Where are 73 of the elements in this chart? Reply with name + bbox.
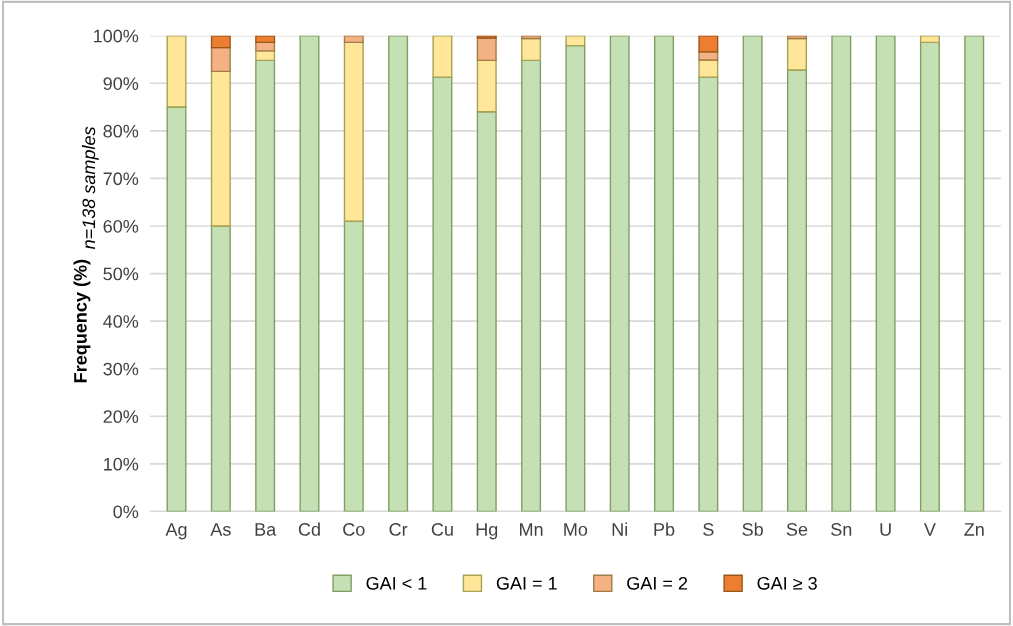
bar bbox=[698, 76, 719, 512]
x-tick-label: Hg bbox=[476, 523, 498, 540]
bar bbox=[476, 59, 497, 113]
x-tick-label: S bbox=[703, 523, 714, 536]
x-tick-label: Ag bbox=[165, 523, 187, 540]
bar bbox=[343, 220, 364, 512]
bar bbox=[875, 35, 896, 512]
y-tick-label: 40% bbox=[103, 315, 139, 328]
x-tick-label: Co bbox=[343, 523, 365, 536]
y-tick-label: 90% bbox=[103, 77, 139, 90]
bar bbox=[255, 35, 276, 44]
y-tick-label: 100% bbox=[94, 29, 139, 43]
y-tick-label: 50% bbox=[103, 267, 139, 281]
x-tick-label: As bbox=[210, 523, 231, 536]
legend-label: GAI < 1 bbox=[366, 576, 427, 590]
y-tick-label: 80% bbox=[103, 124, 139, 138]
bar bbox=[476, 111, 497, 512]
y-axis-title: Frequency (%) bbox=[73, 259, 91, 383]
y-tick-label: 70% bbox=[103, 172, 139, 186]
x-tick-label: Ni bbox=[612, 522, 628, 536]
bar bbox=[299, 35, 320, 512]
y-tick-label: 20% bbox=[103, 410, 139, 424]
x-tick-label: Se bbox=[786, 523, 808, 536]
x-tick-label: Ba bbox=[255, 523, 277, 536]
bar bbox=[565, 35, 586, 47]
bar bbox=[166, 106, 187, 512]
bar bbox=[255, 41, 276, 52]
bar bbox=[343, 35, 364, 44]
bar bbox=[521, 59, 542, 512]
bar bbox=[388, 35, 409, 512]
bar bbox=[786, 69, 807, 512]
legend-label: GAI = 1 bbox=[496, 576, 557, 590]
x-tick-label: Sn bbox=[831, 523, 852, 536]
bar bbox=[255, 59, 276, 512]
x-tick-label: Pb bbox=[654, 522, 675, 536]
x-tick-label: V bbox=[923, 523, 936, 536]
x-tick-label: Cu bbox=[431, 523, 453, 536]
legend-label: GAI ≥ 3 bbox=[757, 576, 817, 590]
text: n=138 samples bbox=[81, 126, 99, 250]
bar bbox=[919, 41, 940, 512]
bar bbox=[654, 35, 675, 512]
x-tick-label: Sb bbox=[742, 522, 763, 536]
bar bbox=[831, 35, 852, 512]
y-tick-label: 60% bbox=[103, 219, 139, 233]
bar bbox=[476, 37, 497, 62]
bar bbox=[210, 70, 231, 227]
x-tick-label: Mn bbox=[520, 523, 543, 536]
bar bbox=[964, 35, 985, 512]
y-tick-label: 0% bbox=[113, 505, 139, 519]
bar bbox=[343, 41, 364, 222]
x-tick-label: Cr bbox=[389, 523, 408, 536]
bar bbox=[742, 35, 763, 512]
bar bbox=[698, 35, 719, 53]
bar bbox=[432, 35, 453, 78]
bar bbox=[521, 37, 542, 62]
bar bbox=[210, 46, 231, 73]
bar bbox=[432, 76, 453, 512]
bar bbox=[210, 225, 231, 512]
x-tick-label: U bbox=[880, 523, 891, 536]
bar bbox=[166, 35, 187, 108]
y-tick-label: 10% bbox=[104, 457, 139, 471]
x-tick-label: Zn bbox=[964, 523, 984, 536]
bar bbox=[698, 59, 719, 78]
x-tick-label: Cd bbox=[298, 522, 320, 536]
bar bbox=[919, 35, 940, 44]
bar bbox=[210, 35, 231, 49]
bar bbox=[476, 35, 497, 39]
bar bbox=[786, 37, 807, 71]
y-tick-label: 30% bbox=[103, 362, 139, 376]
legend-label: GAI = 2 bbox=[627, 576, 688, 590]
x-tick-label: Mo bbox=[564, 523, 588, 536]
bar bbox=[609, 35, 630, 512]
bar bbox=[565, 44, 586, 512]
